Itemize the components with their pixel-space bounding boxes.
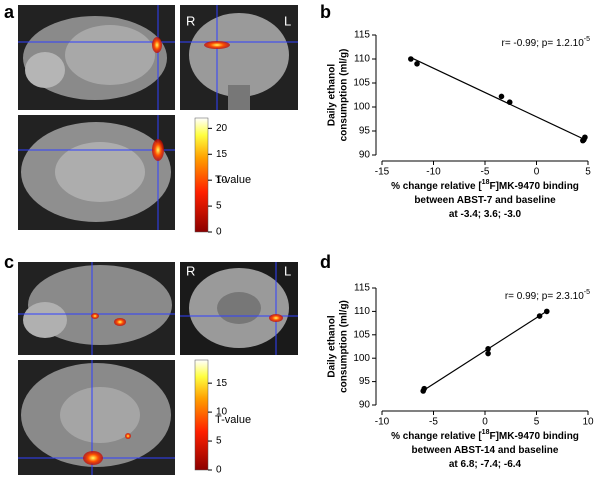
colorbar-tick-label: 0 [216, 227, 222, 238]
colorbar-tick-label: 20 [216, 123, 228, 134]
point [506, 99, 513, 105]
y-tick-label: 110 [354, 306, 370, 317]
x-axis-label: at 6.8; -7.4; -6.4 [449, 459, 522, 470]
annotation: r= -0.99; p= 1.2.10-5 [501, 36, 590, 49]
point [485, 350, 491, 357]
x-axis-label: % change relative [18F]MK-9470 binding [391, 179, 579, 192]
annotation-text: r= -0.99; p= 1.2.10 [501, 38, 584, 49]
x-tick-label: 0 [534, 167, 540, 178]
y-axis-label: consumption (ml/g) [339, 300, 350, 393]
superscript: -5 [584, 289, 590, 296]
x-tick-label: -10 [426, 167, 441, 178]
y-tick-label: 105 [353, 78, 370, 89]
x-axis-label: between ABST-14 and baseline [412, 445, 559, 456]
y-tick-label: 95 [359, 126, 371, 137]
x-axis-label: between ABST-7 and baseline [414, 195, 556, 206]
annotation: r= 0.99; p= 2.3.10-5 [505, 289, 590, 302]
label-part: at 6.8; -7.4; -6.4 [449, 459, 522, 470]
point [485, 346, 491, 352]
panel-letter: b [320, 2, 331, 22]
y-axis-label: Daily ethanol [327, 315, 338, 377]
colorbar-tick-label: 15 [216, 149, 228, 160]
x-tick-label: -10 [375, 417, 390, 428]
x-axis-label: at -3.4; 3.6; -3.0 [449, 209, 522, 220]
superscript: 18 [482, 429, 490, 436]
side-label: R [186, 263, 195, 278]
colorbar-tick-label: 10 [216, 175, 228, 186]
point [536, 313, 543, 319]
colorbar-tick-label: 5 [216, 436, 222, 447]
y-tick-label: 115 [354, 283, 370, 294]
y-tick-label: 115 [354, 30, 370, 41]
label-part: at -3.4; 3.6; -3.0 [449, 209, 522, 220]
y-tick-label: 90 [359, 400, 371, 411]
label-part: F]MK-9470 binding [489, 431, 578, 442]
x-tick-label: 5 [585, 167, 591, 178]
label-part: F]MK-9470 binding [489, 181, 578, 192]
point [544, 308, 550, 315]
point [498, 93, 505, 100]
annotation-text: r= 0.99; p= 2.3.10 [505, 291, 584, 302]
panel-letter: c [4, 252, 14, 272]
x-tick-label: 0 [482, 417, 488, 428]
side-label: R [186, 13, 195, 28]
colorbar-label: T-value [215, 414, 251, 426]
colorbar-tick-label: 15 [216, 378, 228, 389]
x-axis-label: % change relative [18F]MK-9470 binding [391, 429, 579, 442]
colorbar-tick-label: 5 [216, 201, 222, 212]
point [421, 385, 428, 392]
point [414, 61, 420, 67]
y-tick-label: 100 [353, 102, 370, 113]
side-label: L [284, 13, 291, 28]
superscript: 18 [482, 179, 490, 186]
x-tick-label: -5 [429, 417, 438, 428]
colorbar-label: T-value [215, 174, 251, 186]
x-tick-label: -15 [375, 167, 390, 178]
y-axis-label: consumption (ml/g) [339, 49, 350, 142]
y-tick-label: 105 [353, 329, 370, 340]
side-label: L [284, 263, 291, 278]
superscript: -5 [584, 36, 590, 43]
y-tick-label: 110 [354, 54, 370, 65]
trend-line [420, 309, 549, 393]
label-part: % change relative [ [391, 431, 482, 442]
y-axis-label: Daily ethanol [327, 64, 338, 126]
x-tick-label: -5 [481, 167, 490, 178]
colorbar-tick-label: 10 [216, 407, 228, 418]
panel-letter: d [320, 252, 331, 272]
label-part: % change relative [ [391, 181, 482, 192]
point [408, 56, 414, 62]
y-tick-label: 95 [359, 376, 371, 387]
y-tick-label: 90 [359, 150, 371, 161]
x-tick-label: 5 [534, 417, 540, 428]
point [582, 134, 588, 141]
label-part: between ABST-14 and baseline [412, 445, 559, 456]
label-part: between ABST-7 and baseline [414, 195, 556, 206]
colorbar-tick-label: 0 [216, 465, 222, 476]
y-tick-label: 100 [353, 353, 370, 364]
panel-letter: a [4, 2, 15, 22]
x-tick-label: 10 [582, 417, 594, 428]
panel-c-images [18, 262, 298, 475]
trend-line [410, 57, 586, 141]
panel-a-images [18, 5, 298, 233]
